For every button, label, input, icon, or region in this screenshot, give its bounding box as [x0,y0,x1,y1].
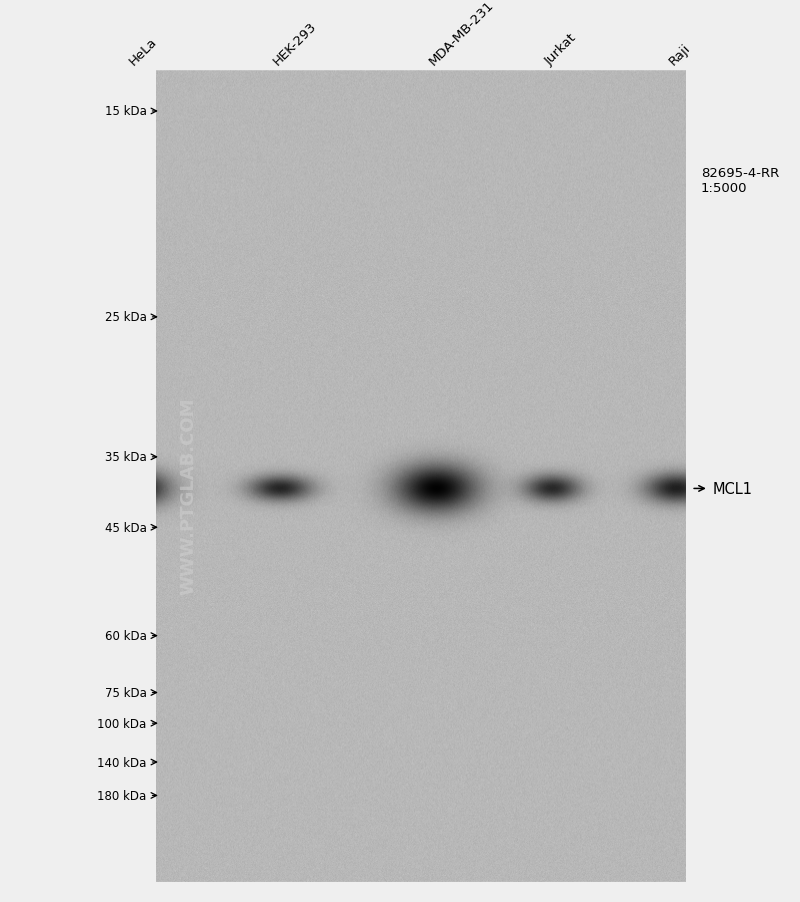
Text: 25 kDa: 25 kDa [105,311,146,324]
Text: 15 kDa: 15 kDa [105,106,146,118]
Text: MCL1: MCL1 [713,482,753,496]
Text: Raji: Raji [667,41,694,68]
Text: 75 kDa: 75 kDa [105,686,146,699]
Text: HeLa: HeLa [127,35,160,68]
Text: Jurkat: Jurkat [543,31,579,68]
Text: 100 kDa: 100 kDa [97,717,146,730]
Text: 140 kDa: 140 kDa [97,756,146,769]
Text: 82695-4-RR
1:5000: 82695-4-RR 1:5000 [701,166,779,195]
Text: 45 kDa: 45 kDa [105,521,146,534]
Text: 60 kDa: 60 kDa [105,630,146,642]
Text: 180 kDa: 180 kDa [97,789,146,802]
Text: WWW.PTGLAB.COM: WWW.PTGLAB.COM [179,398,197,594]
Text: HEK-293: HEK-293 [271,19,319,68]
Text: 35 kDa: 35 kDa [105,451,146,464]
Text: MDA-MB-231: MDA-MB-231 [427,0,497,68]
